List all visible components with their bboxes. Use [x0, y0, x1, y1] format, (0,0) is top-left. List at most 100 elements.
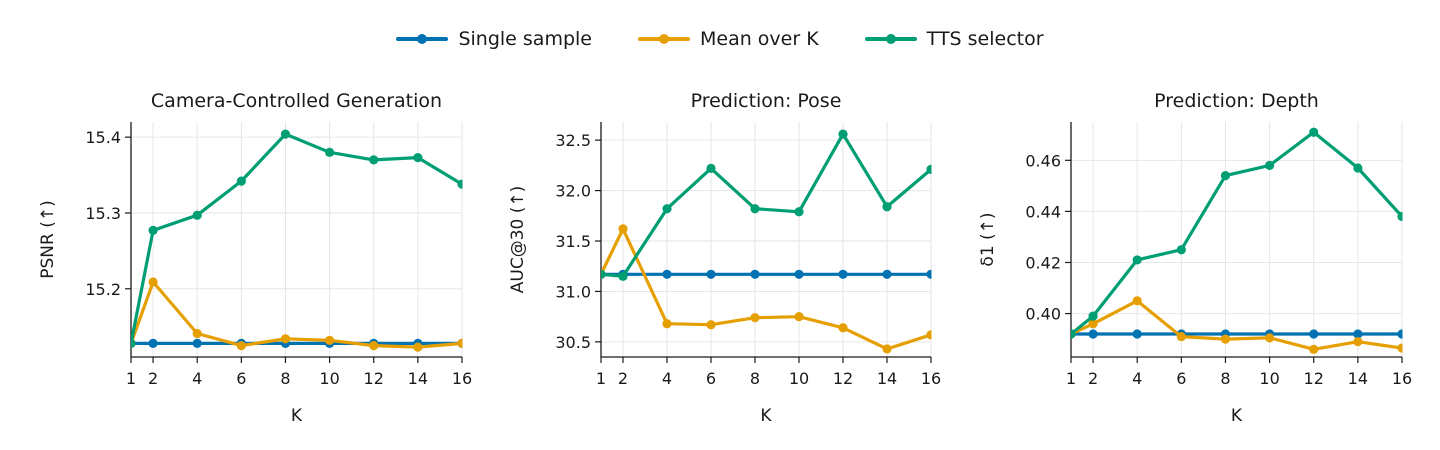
x-tick-label: 10 — [319, 369, 339, 388]
y-axis-title: PSNR (↑) — [38, 200, 58, 278]
series-point — [838, 129, 848, 139]
series-point — [750, 204, 760, 214]
series-point — [1071, 329, 1076, 339]
series-point — [838, 269, 848, 279]
series-point — [618, 224, 628, 234]
series-point — [1309, 127, 1319, 137]
series-point — [926, 269, 932, 279]
series-point — [1088, 311, 1098, 321]
x-tick-label: 8 — [750, 369, 760, 388]
series-point — [280, 334, 291, 344]
series-point — [148, 277, 158, 287]
x-tick-label: 1 — [1066, 369, 1076, 388]
series-point — [794, 269, 804, 279]
series-point — [1353, 337, 1363, 347]
y-tick-label: 0.40 — [1025, 305, 1061, 324]
series-point — [413, 153, 423, 163]
series-point — [1176, 331, 1186, 342]
y-axis-title: δ1 (↑) — [978, 212, 998, 266]
series-point — [369, 341, 379, 351]
y-tick-label: 0.42 — [1025, 253, 1061, 272]
x-tick-label: 2 — [618, 369, 628, 388]
legend: Single sample Mean over K TTS selector — [0, 22, 1440, 56]
x-tick-label: 4 — [192, 369, 202, 388]
legend-label: Single sample — [458, 28, 592, 50]
x-tick-label: 14 — [877, 369, 897, 388]
series-point — [662, 269, 672, 279]
x-tick-label: 12 — [1304, 369, 1324, 388]
y-tick-label: 31.0 — [555, 282, 591, 301]
series-line-3 — [1071, 130, 1403, 336]
series-point — [236, 341, 246, 351]
series-point — [413, 342, 423, 352]
series-point — [1220, 171, 1231, 181]
chart-title: Camera-Controlled Generation — [151, 90, 442, 112]
x-tick-label: 4 — [1132, 369, 1142, 388]
y-tick-label: 15.3 — [85, 204, 121, 223]
series-point — [148, 338, 158, 348]
series-point — [1353, 329, 1363, 339]
y-tick-label: 32.5 — [555, 131, 591, 150]
x-tick-label: 4 — [662, 369, 672, 388]
x-tick-label: 10 — [789, 369, 809, 388]
series-point — [750, 313, 760, 323]
x-axis-title: K — [760, 406, 772, 426]
x-tick-label: 10 — [1259, 369, 1279, 388]
y-axis-title: AUC@30 (↑) — [508, 186, 528, 294]
series-line-2 — [131, 280, 463, 349]
x-tick-label: 6 — [706, 369, 716, 388]
series-point — [1220, 334, 1231, 344]
series-point — [662, 204, 672, 214]
x-tick-label: 8 — [1220, 369, 1230, 388]
legend-item-single-sample: Single sample — [396, 28, 592, 50]
series-point — [1265, 160, 1275, 171]
series-point — [926, 164, 932, 175]
series-point — [192, 338, 202, 348]
legend-item-mean-over-k: Mean over K — [637, 28, 819, 50]
legend-swatch-mean-over-k — [637, 29, 690, 49]
series-point — [882, 344, 892, 354]
series-point — [1088, 319, 1098, 329]
series-point — [882, 202, 892, 212]
series-line-2 — [601, 227, 932, 351]
series-point — [192, 210, 202, 220]
x-tick-label: 16 — [921, 369, 941, 388]
series-point — [794, 207, 804, 217]
legend-marker — [885, 34, 896, 44]
x-tick-label: 16 — [452, 369, 472, 388]
series-point — [1088, 329, 1098, 339]
series-line-2 — [1071, 299, 1403, 351]
series-line-3 — [601, 132, 932, 278]
legend-swatch-tts-selector — [864, 29, 917, 49]
series-point — [325, 335, 335, 345]
legend-label: Mean over K — [699, 28, 819, 50]
x-tick-label: 1 — [126, 369, 136, 388]
series-point — [1309, 344, 1319, 354]
series-point — [369, 155, 379, 165]
legend-item-tts-selector: TTS selector — [864, 28, 1044, 50]
series-point — [618, 271, 628, 281]
chart-panel-2: 1 2 4 6 8 10 12 14 16 30.5 31.0 31.5 32.0 32.5 Predict… — [508, 90, 941, 426]
series-point — [706, 269, 716, 279]
series-point — [794, 312, 804, 322]
series-point — [1265, 333, 1275, 343]
series-point — [325, 147, 335, 157]
series-point — [192, 328, 202, 339]
y-tick-label: 31.5 — [555, 232, 591, 251]
series-point — [457, 338, 463, 348]
x-tick-label: 16 — [1392, 369, 1412, 388]
series-point — [1309, 329, 1319, 339]
chart-title: Prediction: Pose — [691, 90, 842, 112]
chart-title: Prediction: Depth — [1154, 90, 1319, 112]
series-point — [457, 179, 463, 189]
y-tick-label: 0.44 — [1025, 202, 1061, 221]
x-tick-label: 12 — [833, 369, 853, 388]
chart-panel-3: 1 2 4 6 8 10 12 14 16 0.40 0.42 0.44 0.46 Prediction:… — [978, 90, 1412, 426]
legend-label: TTS selector — [926, 28, 1044, 50]
x-tick-label: 1 — [596, 369, 606, 388]
series-point — [1353, 163, 1363, 173]
series-point — [838, 323, 848, 333]
series-point — [1397, 329, 1403, 339]
series-point — [601, 269, 606, 279]
x-axis-title: K — [1231, 406, 1243, 426]
